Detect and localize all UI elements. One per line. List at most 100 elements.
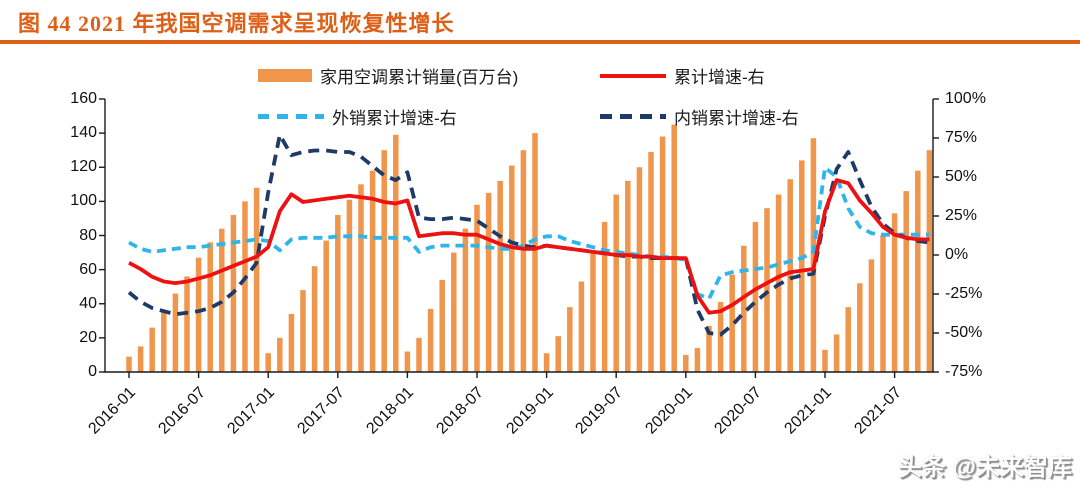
legend-item-bar-sales: 家用空调累计销量(百万台) (258, 63, 518, 88)
bar-2021-08 (903, 191, 909, 372)
bar-2018-10 (509, 165, 515, 372)
left-axis-tick-label: 60 (79, 260, 97, 278)
bar-2016-05 (172, 293, 179, 372)
legend-label: 家用空调累计销量(百万台) (320, 68, 519, 87)
bar-2021-09 (915, 170, 921, 372)
left-axis-tick-label: 160 (70, 90, 97, 107)
bar-2016-03 (149, 327, 155, 372)
bar-2021-03 (845, 307, 851, 372)
bar-2020-05 (729, 274, 735, 372)
bar-2016-09 (219, 228, 225, 372)
bar-2020-01 (683, 354, 689, 372)
bar-2020-03 (706, 325, 712, 372)
bar-2021-07 (891, 213, 898, 372)
bar-2021-02 (833, 334, 840, 372)
right-axis-tick-label: -75% (945, 363, 983, 380)
right-axis-tick-label: -25% (945, 285, 983, 302)
legend-label: 内销累计增速-右 (674, 109, 799, 128)
bar-2017-03 (288, 313, 295, 372)
solid-line-swatch-icon (600, 73, 666, 78)
bar-2021-04 (857, 283, 863, 372)
bar-2018-06 (462, 228, 469, 372)
bar-2018-04 (439, 279, 445, 372)
bar-2019-02 (555, 336, 561, 372)
bar-2019-09 (636, 167, 643, 372)
legend-item-total-growth: 累计增速-右 (600, 63, 765, 88)
bar-2017-04 (300, 290, 306, 372)
bar-2019-07 (613, 194, 619, 372)
line-series-1 (128, 178, 930, 315)
bar-2017-10 (369, 170, 376, 372)
bar-2019-10 (648, 151, 654, 372)
bar-2019-08 (625, 180, 631, 372)
bar-2020-04 (717, 302, 724, 372)
legend-label: 累计增速-右 (674, 68, 765, 87)
bar-2018-08 (485, 192, 492, 372)
axis-frame (104, 99, 934, 373)
bar-2019-06 (601, 221, 608, 372)
dashed-line-swatch-icon (258, 114, 324, 119)
legend-item-export-growth: 外销累计增速-右 (258, 104, 457, 129)
bar-2016-08 (207, 242, 213, 372)
bar-2018-03 (427, 308, 434, 372)
bar-2017-02 (277, 337, 283, 372)
bar-2017-01 (265, 353, 271, 372)
left-axis-tick-label: 140 (70, 124, 97, 142)
left-axis-tick-label: 20 (79, 328, 97, 346)
bar-2017-05 (311, 266, 318, 372)
figure-title: 图 44 2021 年我国空调需求呈现恢复性增长 (18, 11, 455, 36)
bar-2016-06 (184, 276, 190, 372)
watermark: 头条 @未来智库 (897, 454, 1072, 481)
left-axis-tick-label: 0 (88, 363, 97, 380)
bar-2021-10 (926, 150, 933, 372)
bar-2019-03 (567, 307, 573, 372)
bar-2018-05 (451, 252, 457, 372)
bar-2021-06 (880, 235, 886, 372)
bar-2019-05 (590, 252, 596, 372)
bar-2017-09 (358, 184, 364, 372)
right-axis-tick-label: 75% (945, 129, 978, 146)
bar-2017-07 (335, 215, 341, 372)
bar-2016-01 (126, 356, 132, 372)
bar-2016-12 (253, 187, 260, 372)
right-axis-tick-label: 0% (945, 246, 969, 263)
bar-2021-05 (868, 259, 875, 372)
bar-2016-04 (161, 312, 167, 372)
title-divider-rule (0, 40, 1080, 44)
bar-2020-11 (799, 160, 805, 372)
bar-2017-11 (381, 150, 387, 372)
left-axis-tick-label: 40 (79, 294, 97, 312)
bar-2019-12 (671, 124, 677, 372)
legend-label: 外销累计增速-右 (332, 109, 457, 128)
right-axis-tick-label: 100% (945, 90, 986, 107)
bar-2021-01 (822, 349, 828, 372)
bar-2016-07 (195, 257, 202, 372)
bar-2018-02 (416, 337, 422, 372)
left-axis-tick-label: 120 (70, 158, 97, 176)
right-axis-tick-label: 25% (945, 207, 978, 224)
right-axis-tick-label: 50% (945, 168, 978, 185)
bar-2019-04 (578, 281, 585, 372)
bar-2020-12 (810, 138, 817, 372)
right-axis-tick-label: -50% (945, 324, 983, 341)
bar-swatch-icon (258, 69, 312, 82)
bar-2018-12 (532, 133, 538, 372)
bar-2020-07 (752, 221, 759, 372)
bar-2017-12 (393, 134, 399, 372)
dashed-line-swatch-icon (600, 114, 666, 119)
bar-2017-06 (323, 240, 329, 372)
left-axis-tick-label: 100 (70, 192, 97, 210)
bar-2017-08 (346, 199, 353, 372)
bar-2020-08 (764, 208, 770, 372)
bar-2018-09 (497, 180, 503, 372)
bar-2020-10 (787, 179, 793, 372)
bar-2018-11 (520, 150, 527, 372)
legend-item-domestic-growth: 内销累计增速-右 (600, 104, 799, 129)
bar-2016-11 (242, 201, 248, 372)
bar-2020-06 (741, 245, 747, 372)
bar-2018-07 (474, 204, 480, 372)
bar-2019-11 (659, 136, 666, 372)
line-series-2 (128, 165, 930, 301)
